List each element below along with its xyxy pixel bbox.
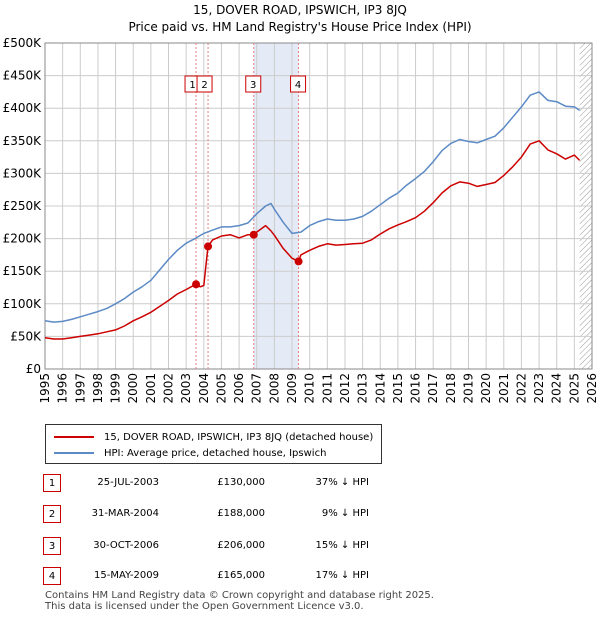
sale-point	[249, 230, 258, 239]
legend-label-hpi: HPI: Average price, detached house, Ipsw…	[104, 447, 327, 459]
chart-title: 15, DOVER ROAD, IPSWICH, IP3 8JQ	[193, 3, 407, 17]
sale-price: £165,000	[217, 570, 265, 581]
y-tick-label: £50K	[10, 329, 42, 343]
y-tick-label: £350K	[3, 134, 43, 148]
sale-hpi-diff: 15% ↓ HPI	[315, 540, 369, 551]
x-tick-label: 1999	[109, 373, 123, 404]
sale-label-box	[245, 75, 262, 93]
sale-label-box	[196, 75, 213, 93]
sale-hpi-diff: 37% ↓ HPI	[315, 477, 369, 488]
legend-label-property: 15, DOVER ROAD, IPSWICH, IP3 8JQ (detach…	[104, 431, 374, 443]
x-tick-label: 1997	[73, 373, 87, 404]
sale-marker-box: 2	[43, 505, 61, 523]
x-tick-label: 2021	[497, 373, 511, 404]
y-tick-label: £100K	[3, 297, 43, 311]
footer-line-1: Contains HM Land Registry data © Crown c…	[45, 590, 434, 601]
sale-point	[192, 280, 201, 289]
plot-frame	[44, 42, 593, 370]
x-tick-label: 2001	[144, 373, 158, 404]
x-tick-label: 2015	[391, 373, 405, 404]
sale-label-box	[290, 75, 307, 93]
y-tick-label: £400K	[3, 101, 43, 115]
x-tick-label: 1995	[38, 373, 52, 404]
x-tick-label: 2014	[373, 373, 387, 404]
x-tick-label: 1998	[91, 373, 105, 404]
x-tick-label: 2013	[356, 373, 370, 404]
y-tick-label: £500K	[3, 36, 43, 50]
footer-attribution: Contains HM Land Registry data © Crown c…	[45, 590, 434, 612]
footer-line-2: This data is licensed under the Open Gov…	[45, 601, 364, 612]
x-tick-label: 2017	[426, 373, 440, 404]
x-tick-label: 2024	[550, 373, 564, 404]
x-tick-label: 2018	[444, 373, 458, 404]
sale-label-number: 3	[250, 80, 256, 91]
sale-date: 30-OCT-2006	[93, 540, 159, 551]
y-tick-label: £0	[26, 362, 41, 376]
x-tick-label: 2010	[303, 373, 317, 404]
x-tick-label: 2005	[214, 373, 228, 404]
x-tick-label: 2003	[179, 373, 193, 404]
chart-legend: 15, DOVER ROAD, IPSWICH, IP3 8JQ (detach…	[45, 424, 382, 464]
sale-date: 31-MAR-2004	[91, 508, 159, 519]
legend-swatch-hpi	[54, 452, 94, 454]
sale-date: 15-MAY-2009	[93, 570, 159, 581]
sale-label-number: 4	[295, 80, 301, 91]
legend-swatch-property	[54, 436, 94, 438]
sale-price: £188,000	[217, 508, 265, 519]
y-tick-label: £300K	[3, 166, 43, 180]
sale-price: £130,000	[217, 477, 265, 488]
sale-price: £206,000	[217, 540, 265, 551]
x-tick-label: 2009	[285, 373, 299, 404]
x-tick-label: 2020	[479, 373, 493, 404]
x-tick-label: 2022	[514, 373, 528, 404]
x-tick-label: 2004	[197, 373, 211, 404]
sale-point	[204, 242, 213, 251]
x-tick-label: 2025	[567, 373, 581, 404]
chart-subtitle: Price paid vs. HM Land Registry's House …	[128, 20, 471, 34]
x-tick-label: 2008	[267, 373, 281, 404]
legend-item-property: 15, DOVER ROAD, IPSWICH, IP3 8JQ (detach…	[54, 430, 373, 444]
x-tick-label: 2002	[162, 373, 176, 404]
sale-hpi-diff: 17% ↓ HPI	[315, 570, 369, 581]
sale-marker-box: 4	[43, 567, 61, 585]
x-tick-label: 2016	[409, 373, 423, 404]
sale-hpi-diff: 9% ↓ HPI	[321, 508, 369, 519]
sale-date: 25-JUL-2003	[97, 477, 159, 488]
x-tick-label: 2006	[232, 373, 246, 404]
y-tick-label: £150K	[3, 264, 43, 278]
sale-label-number: 1	[189, 80, 195, 91]
x-tick-label: 2023	[532, 373, 546, 404]
x-tick-label: 2026	[585, 373, 599, 404]
x-tick-label: 2019	[461, 373, 475, 404]
x-tick-label: 2011	[320, 373, 334, 404]
hpi-line	[44, 91, 581, 323]
y-tick-label: £250K	[3, 199, 43, 213]
sale-marker-box: 3	[43, 537, 61, 555]
sale-label-number: 2	[201, 80, 207, 91]
x-tick-label: 2007	[250, 373, 264, 404]
x-tick-label: 2000	[126, 373, 140, 404]
sale-marker-box: 1	[43, 474, 61, 492]
sale-point	[294, 257, 303, 266]
x-tick-label: 1996	[56, 373, 70, 404]
legend-item-hpi: HPI: Average price, detached house, Ipsw…	[54, 446, 326, 460]
y-tick-label: £200K	[3, 232, 43, 246]
x-tick-label: 2012	[338, 373, 352, 404]
price-chart: 15, DOVER ROAD, IPSWICH, IP3 8JQ Price pa…	[3, 3, 599, 404]
y-tick-label: £450K	[3, 69, 43, 83]
